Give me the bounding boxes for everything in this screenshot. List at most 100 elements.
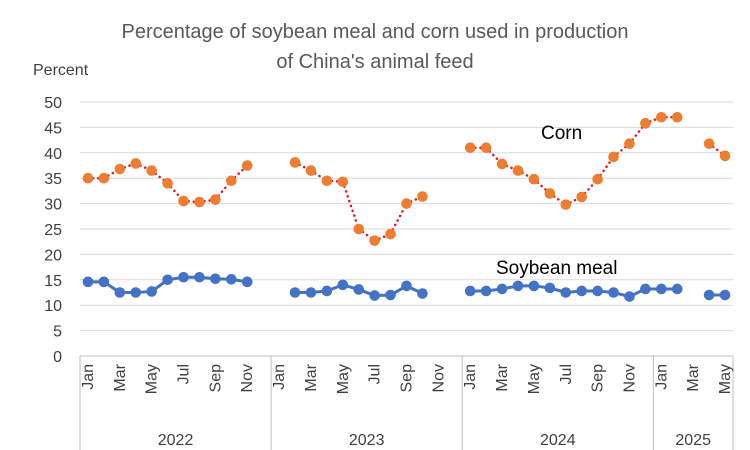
plot-area (82, 111, 731, 302)
series-line-segment (150, 169, 169, 185)
data-point (528, 173, 540, 185)
data-point (719, 150, 731, 162)
data-point (544, 282, 556, 294)
x-tick-label: Jul (176, 364, 193, 384)
data-point (162, 274, 173, 286)
data-point (146, 165, 157, 176)
x-tick-label: Jul (367, 364, 384, 384)
x-tick-label: Jan (462, 364, 479, 390)
data-point (512, 280, 524, 292)
data-point (114, 163, 126, 175)
data-point (512, 165, 524, 176)
data-point (210, 273, 221, 285)
x-tick-label: Jan (271, 364, 288, 390)
y-tick-label: 25 (44, 222, 62, 239)
data-point (130, 158, 142, 169)
data-point (560, 199, 572, 210)
data-point (656, 283, 667, 295)
x-tick-label: Jan (80, 364, 97, 390)
x-tick-label: Jul (558, 364, 575, 384)
data-point (305, 287, 317, 298)
series-line-segment (484, 146, 504, 166)
data-point (98, 276, 110, 288)
series-corn (82, 111, 731, 246)
data-point (353, 284, 365, 295)
x-tick-label: Mar (494, 363, 511, 391)
data-point (496, 158, 508, 170)
data-point (671, 111, 683, 123)
data-point (464, 285, 476, 297)
y-tick-label: 0 (53, 349, 62, 366)
y-tick-label: 30 (44, 197, 62, 214)
data-point (130, 287, 142, 298)
series-label-soybean-meal: Soybean meal (496, 258, 617, 279)
data-point (369, 235, 380, 246)
data-point (385, 289, 396, 301)
data-point (146, 286, 157, 297)
year-label: 2022 (158, 432, 194, 449)
data-point (703, 138, 715, 149)
data-point (656, 111, 667, 123)
data-point (289, 157, 301, 168)
x-tick-label: Nov (239, 364, 256, 392)
x-tick-label: May (717, 364, 734, 394)
data-point (417, 288, 428, 299)
series-line-segment (389, 202, 408, 236)
year-label: 2023 (349, 432, 385, 449)
data-point (640, 283, 651, 295)
series-soybean-meal (82, 271, 731, 302)
data-point (241, 160, 253, 171)
year-label: 2024 (540, 432, 576, 449)
data-point (162, 177, 173, 189)
data-point (210, 194, 221, 205)
x-tick-label: May (144, 364, 161, 394)
x-tick-label: May (526, 364, 543, 394)
y-tick-label: 40 (44, 146, 62, 163)
series-line-segment (532, 177, 552, 195)
x-tick-label: Sep (207, 364, 224, 393)
data-point (592, 173, 603, 185)
y-tick-label: 5 (53, 324, 62, 341)
data-point (528, 280, 540, 292)
data-point (226, 273, 237, 285)
data-point (289, 287, 301, 298)
data-point (719, 289, 731, 301)
data-point (194, 196, 205, 208)
data-point (544, 188, 556, 199)
data-point (194, 271, 205, 283)
y-axis-label: Percent (33, 62, 89, 79)
series-line-segment (707, 142, 727, 158)
data-point (82, 172, 94, 184)
series-line-segment (230, 164, 249, 182)
data-point (640, 118, 651, 129)
data-point (385, 228, 396, 240)
data-point (608, 151, 619, 163)
data-point (608, 287, 619, 298)
data-point (178, 195, 189, 207)
data-point (592, 285, 603, 297)
y-tick-label: 20 (44, 247, 62, 264)
series-label-corn: Corn (541, 123, 582, 144)
data-point (496, 283, 508, 295)
x-tick-label: Mar (685, 363, 702, 391)
x-tick-label: May (335, 364, 352, 394)
data-point (560, 287, 572, 298)
data-point (337, 176, 349, 188)
data-point (226, 175, 237, 187)
chart-title-line-1: Percentage of soybean meal and corn used… (121, 21, 628, 43)
y-tick-label: 15 (44, 273, 62, 290)
data-point (82, 276, 94, 288)
x-tick-label: Nov (621, 364, 638, 392)
y-tick-label: 35 (44, 171, 62, 188)
data-point (464, 142, 476, 154)
data-point (178, 271, 189, 283)
data-point (624, 291, 635, 302)
data-point (241, 276, 253, 288)
data-point (401, 198, 412, 209)
x-tick-label: Sep (590, 364, 607, 393)
y-tick-label: 50 (44, 95, 62, 112)
data-point (321, 285, 333, 297)
data-point (98, 172, 110, 184)
